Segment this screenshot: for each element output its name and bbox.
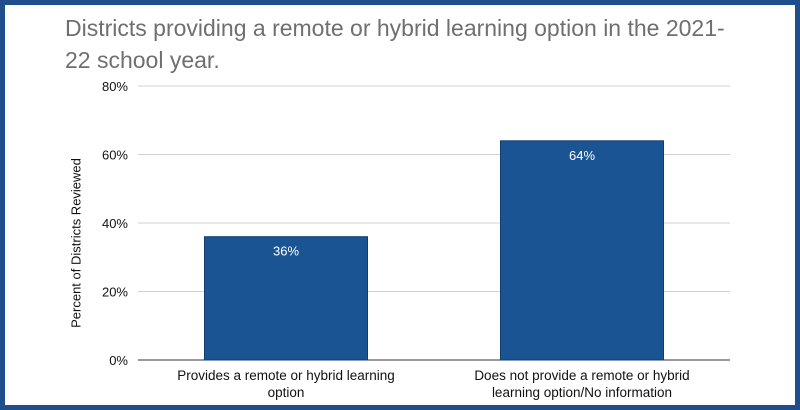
bar bbox=[204, 236, 368, 361]
chart-title: Districts providing a remote or hybrid l… bbox=[65, 15, 725, 73]
bar-value-label: 36% bbox=[273, 244, 299, 259]
x-tick-label: Does not provide a remote or hybrid lear… bbox=[474, 368, 690, 400]
x-tick-label: Provides a remote or hybrid learning opt… bbox=[177, 368, 395, 400]
y-tick-label: 40% bbox=[102, 216, 128, 231]
y-tick-label: 0% bbox=[109, 353, 128, 368]
bar-value-label: 64% bbox=[569, 148, 595, 163]
y-tick-label: 80% bbox=[102, 79, 128, 94]
y-tick-label: 60% bbox=[102, 148, 128, 163]
y-tick-label: 20% bbox=[102, 285, 128, 300]
bar bbox=[500, 140, 664, 361]
